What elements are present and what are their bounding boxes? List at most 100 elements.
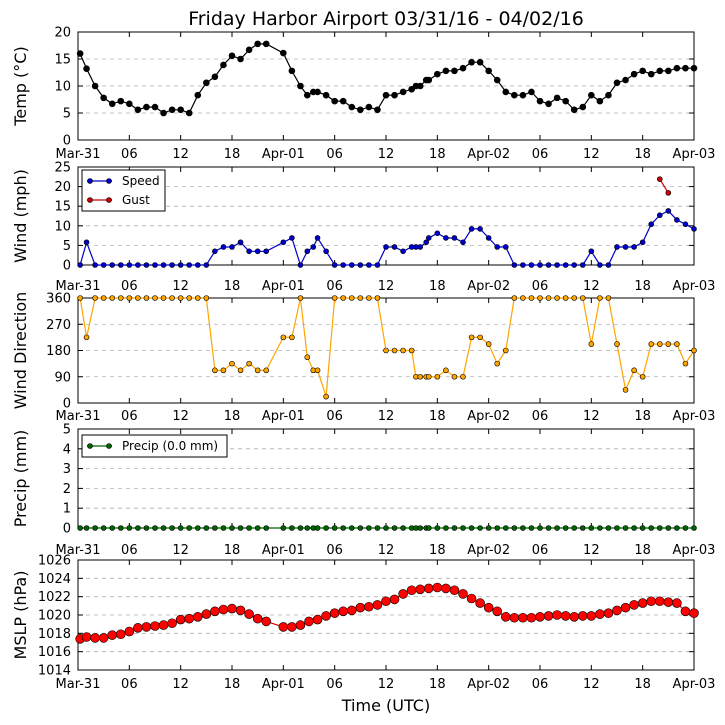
data-point [357,106,364,114]
x-tick-label: Apr-03 [673,543,716,558]
data-point [348,262,355,268]
x-tick-label: 18 [429,677,446,692]
data-point [201,609,212,619]
y-tick-label: 270 [46,318,71,333]
data-point [485,235,492,241]
data-point [237,55,244,63]
data-point [391,525,398,531]
data-point [639,239,646,246]
data-point [203,79,210,87]
data-point [220,525,227,531]
data-point [323,525,329,531]
data-point [545,100,552,108]
chart-title: Friday Harbor Airport 03/31/16 - 04/02/1… [188,8,584,30]
data-point [117,525,124,531]
data-point [143,262,150,268]
data-point [186,262,193,268]
data-point [648,221,655,228]
data-point [321,611,331,621]
data-point [331,295,338,301]
y-tick-label: 5 [63,107,71,122]
x-tick-label: 12 [583,147,600,162]
data-point [571,525,578,531]
data-point [348,103,356,111]
data-point [614,244,620,250]
data-point [485,525,492,531]
x-tick-label: 18 [224,279,241,294]
data-point [158,620,169,630]
data-point [169,525,175,531]
data-point [570,106,578,114]
data-point [340,295,347,301]
plot-frame [77,166,695,266]
data-point [310,244,317,250]
data-point [691,525,697,531]
data-point [194,295,201,301]
y-tick-label: 0 [63,397,71,412]
data-point [109,262,116,268]
legend-marker [106,197,112,203]
data-point [329,608,340,618]
data-point [77,262,83,268]
data-point [449,585,460,596]
data-point [83,239,90,246]
x-tick-label: 12 [172,677,189,692]
data-point [117,262,124,268]
data-point [406,585,417,596]
data-point [383,347,389,354]
x-tick-label: 06 [121,279,138,294]
data-point [246,360,252,367]
data-point [554,525,560,531]
x-tick-label: Apr-03 [673,279,716,294]
y-tick-label: 15 [54,200,71,215]
data-point [511,262,518,268]
data-point [160,109,167,117]
data-point [297,262,304,268]
data-point [458,589,468,599]
data-point [519,91,527,99]
data-point [194,91,202,99]
data-point [374,525,381,531]
x-tick-label: 12 [172,147,189,162]
data-point [92,295,98,301]
x-tick-label: 18 [224,147,241,162]
series-direction [77,295,697,400]
x-tick-label: 18 [634,543,651,558]
data-point [126,100,133,108]
data-point [280,239,287,246]
y-tick-label: 180 [46,344,71,359]
data-point [83,334,90,341]
data-point [280,49,287,57]
data-point [237,525,244,531]
data-point [509,612,520,623]
data-point [227,603,237,614]
data-point [468,334,475,341]
data-point [639,67,646,75]
data-point [417,525,424,531]
data-point [126,525,133,531]
data-point [192,612,203,622]
y-axis-label: Wind Direction [11,292,30,410]
x-tick-label: 06 [532,409,549,424]
data-point [331,262,338,268]
data-point [586,611,597,621]
data-point [630,70,638,78]
data-point [314,235,321,241]
data-point [639,525,646,531]
x-tick-label: 18 [224,677,241,692]
data-point [494,360,501,367]
data-point [595,609,605,619]
data-point [100,94,107,102]
x-tick-label: 06 [121,677,138,692]
data-point [665,341,672,347]
y-tick-label: 20 [54,180,71,195]
data-point [665,67,672,75]
x-tick-label: 12 [378,279,395,294]
y-axis-label: Precip (mm) [11,430,30,528]
data-point [117,295,124,301]
data-point [100,525,107,531]
data-point [295,620,306,630]
data-point [656,341,663,347]
data-point [340,262,347,268]
data-point [483,602,494,613]
